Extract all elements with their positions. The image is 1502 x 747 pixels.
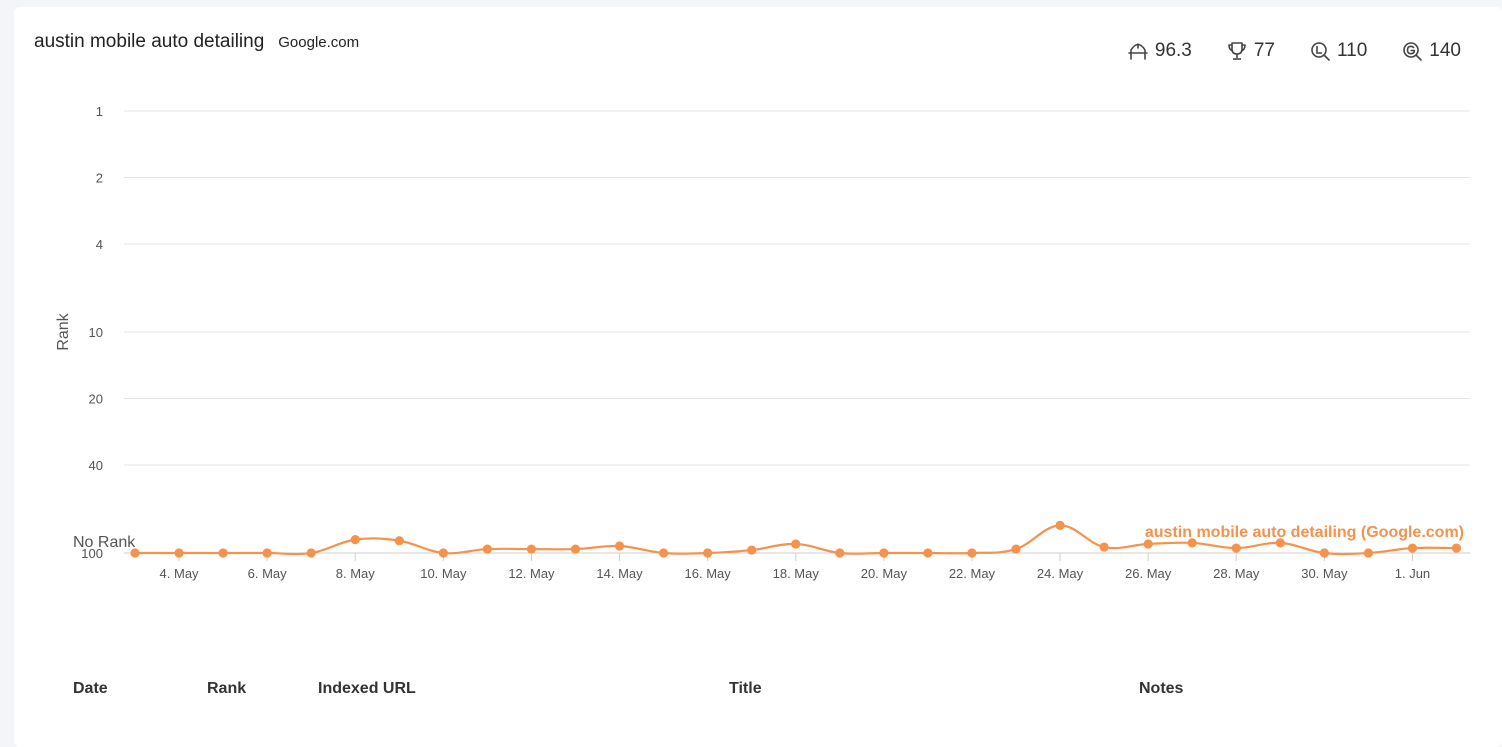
visibility-score-icon	[1128, 43, 1148, 60]
data-point	[306, 548, 316, 558]
x-tick-label: 16. May	[685, 566, 732, 581]
data-point	[526, 544, 537, 554]
data-point	[130, 548, 140, 558]
best-rank-value: 77	[1253, 40, 1275, 61]
x-tick-label: 28. May	[1213, 566, 1260, 581]
keyword-stats: 96.3 77 110 140	[1093, 40, 1461, 62]
best-rank-stat[interactable]: 77	[1226, 40, 1275, 62]
data-point	[614, 541, 625, 551]
data-point	[1363, 548, 1373, 558]
data-point	[967, 548, 977, 558]
y-tick-label: 100	[81, 546, 103, 561]
x-tick-label: 22. May	[949, 566, 996, 581]
data-point	[1451, 543, 1462, 553]
data-point	[1099, 542, 1109, 552]
x-tick-label: 8. May	[336, 566, 376, 581]
data-point	[1055, 520, 1065, 530]
y-tick-label: 40	[89, 458, 103, 473]
x-tick-label: 6. May	[248, 566, 288, 581]
x-tick-label: 20. May	[861, 566, 908, 581]
data-point	[1275, 538, 1285, 548]
data-point	[879, 548, 889, 558]
local-rank-value: 110	[1337, 40, 1368, 61]
data-point	[835, 548, 845, 558]
data-point	[1231, 543, 1241, 553]
x-tick-label: 18. May	[773, 566, 820, 581]
x-tick-label: 10. May	[420, 566, 467, 581]
x-tick-label: 30. May	[1301, 566, 1348, 581]
visibility-value: 96.3	[1154, 40, 1192, 61]
data-point	[350, 535, 360, 545]
x-tick-label: 24. May	[1037, 566, 1084, 581]
col-indexed-url[interactable]: Indexed URL	[318, 680, 416, 697]
x-tick-label: 4. May	[160, 566, 200, 581]
google-search-icon	[1403, 42, 1423, 61]
data-point	[218, 548, 228, 558]
data-point	[1011, 544, 1021, 554]
google-rank-value: 140	[1429, 40, 1461, 61]
visibility-stat[interactable]: 96.3	[1127, 40, 1192, 62]
y-tick-label: 4	[96, 237, 103, 252]
data-point	[1407, 543, 1418, 553]
rank-history-table-header: Date Rank Indexed URL Title Notes	[0, 680, 1502, 706]
no-rank-label: No Rank	[73, 534, 136, 551]
x-tick-label: 26. May	[1125, 566, 1172, 581]
x-tick-label: 1. Jun	[1395, 566, 1430, 581]
local-search-icon	[1311, 42, 1330, 61]
y-tick-label: 2	[96, 171, 103, 186]
x-tick-label: 12. May	[508, 566, 555, 581]
data-point	[174, 548, 184, 558]
series-label: austin mobile auto detailing (Google.com…	[1145, 524, 1464, 541]
keyword-title: austin mobile auto detailing	[34, 31, 265, 52]
data-point	[262, 548, 272, 558]
data-point	[1143, 539, 1153, 549]
chart-header: austin mobile auto detailing Google.com	[34, 31, 359, 53]
data-point	[791, 539, 801, 549]
data-point	[394, 536, 404, 546]
y-tick-label: 1	[96, 104, 103, 119]
y-tick-label: 10	[89, 325, 103, 340]
data-point	[1319, 548, 1329, 558]
x-tick-label: 14. May	[596, 566, 643, 581]
data-point	[1187, 538, 1197, 548]
data-point	[438, 548, 448, 558]
local-rank-stat[interactable]: 110	[1309, 40, 1367, 62]
data-point	[923, 548, 933, 558]
search-engine-label: Google.com	[278, 34, 360, 51]
google-rank-stat[interactable]: 140	[1401, 40, 1461, 62]
y-tick-label: 20	[89, 392, 103, 407]
col-notes[interactable]: Notes	[1139, 680, 1184, 697]
data-point	[659, 548, 669, 558]
col-title[interactable]: Title	[729, 680, 762, 697]
data-point	[570, 544, 581, 554]
col-rank[interactable]: Rank	[207, 680, 247, 697]
rank-chart-card	[14, 7, 1502, 747]
col-date[interactable]: Date	[73, 680, 108, 697]
data-point	[747, 545, 757, 555]
data-point	[482, 544, 492, 554]
y-axis-label: Rank	[55, 312, 72, 350]
data-point	[703, 548, 713, 558]
trophy-icon	[1228, 42, 1246, 60]
